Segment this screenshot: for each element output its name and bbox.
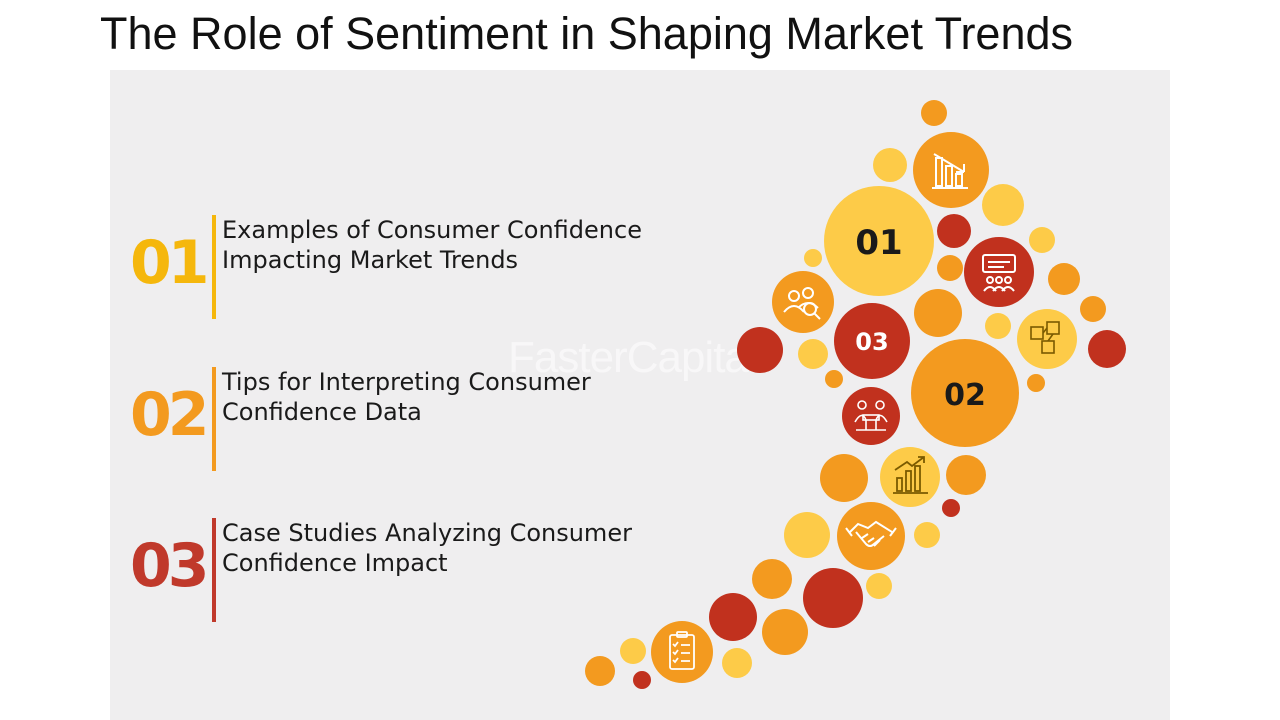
bubble	[825, 370, 843, 388]
bubble	[921, 100, 947, 126]
item-number: 03	[130, 531, 209, 601]
checklist-icon	[651, 621, 713, 683]
watermark: FasterCapital	[508, 333, 758, 382]
bubble	[1080, 296, 1106, 322]
numbered-circle-02: 02	[911, 339, 1019, 447]
item-text: Examples of Consumer Confidence Impactin…	[222, 216, 642, 274]
circle-number: 01	[855, 223, 902, 263]
bubble	[937, 255, 963, 281]
bubble	[1027, 374, 1045, 392]
bubble	[585, 656, 615, 686]
bubble	[1088, 330, 1126, 368]
decorative-bubbles	[585, 100, 1126, 689]
item-text: Case Studies Analyzing Consumer Confiden…	[222, 519, 632, 577]
sticky-notes-icon	[1017, 309, 1077, 369]
bubble	[722, 648, 752, 678]
bubble	[803, 568, 863, 628]
item-divider	[212, 215, 216, 319]
bubble	[937, 214, 971, 248]
bubble	[798, 339, 828, 369]
page-title: The Role of Sentiment in Shaping Market …	[100, 8, 1074, 59]
handshake-icon	[837, 502, 905, 570]
bubble	[942, 499, 960, 517]
item-divider	[212, 518, 216, 622]
bubble	[914, 289, 962, 337]
bubble	[620, 638, 646, 664]
bubble	[1029, 227, 1055, 253]
bubble	[873, 148, 907, 182]
item-number: 02	[130, 380, 209, 450]
meeting-icon	[842, 387, 900, 445]
bubble	[709, 593, 757, 641]
bubble	[762, 609, 808, 655]
numbered-circle-03: 03	[834, 303, 910, 379]
growth-chart-icon	[880, 447, 940, 507]
bubble	[982, 184, 1024, 226]
circle-number: 03	[855, 328, 888, 356]
bubble	[985, 313, 1011, 339]
bubble	[737, 327, 783, 373]
bubble	[914, 522, 940, 548]
bubble	[946, 455, 986, 495]
circle-number: 02	[944, 378, 986, 413]
bubble	[820, 454, 868, 502]
bubble	[784, 512, 830, 558]
item-divider	[212, 367, 216, 471]
people-search-icon	[772, 271, 834, 333]
numbered-circle-01: 01	[824, 186, 934, 296]
bubble	[804, 249, 822, 267]
list-item-03: 03 Case Studies Analyzing Consumer Confi…	[130, 518, 670, 628]
bubble	[752, 559, 792, 599]
bar-chart-down-icon	[913, 132, 989, 208]
item-number: 01	[130, 228, 209, 298]
item-text: Tips for Interpreting Consumer Confidenc…	[222, 368, 591, 426]
bubble	[1048, 263, 1080, 295]
list-item-02: 02 Tips for Interpreting Consumer Confid…	[130, 367, 670, 477]
presentation-icon	[964, 237, 1034, 307]
bubble	[866, 573, 892, 599]
bubble	[633, 671, 651, 689]
list-item-01: 01 Examples of Consumer Confidence Impac…	[130, 215, 670, 325]
